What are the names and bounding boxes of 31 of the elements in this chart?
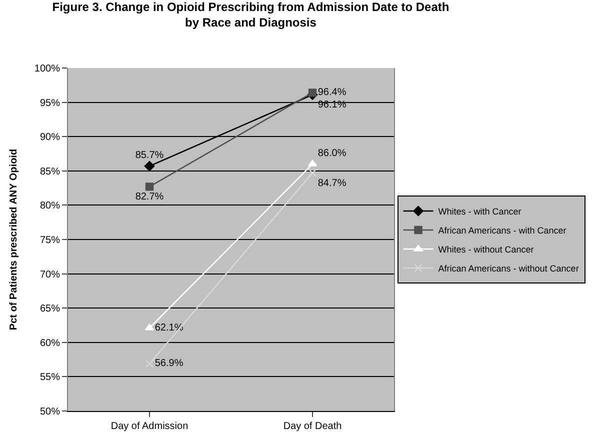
- point: [308, 88, 317, 97]
- point: [144, 160, 155, 172]
- y-tick-label: 100%: [34, 64, 60, 74]
- data-label: 56.9%: [154, 358, 184, 370]
- data-label: 62.1%: [154, 322, 184, 334]
- y-tick-label: 95%: [40, 98, 60, 109]
- y-tick-label: 55%: [40, 372, 60, 384]
- y-tick-label: 85%: [40, 166, 60, 178]
- x-tick-label: Day of Death: [283, 421, 342, 432]
- data-label: 85.7%: [135, 150, 164, 162]
- data-label: 96.4%: [318, 87, 346, 98]
- y-tick-label: 65%: [40, 304, 60, 315]
- y-tick-label: 70%: [40, 269, 60, 280]
- point: [308, 168, 317, 178]
- chart-title: Figure 3. Change in Opioid Prescribing from Admission Date to Death by Race and Diagnosis: [52, 0, 450, 30]
- legend-label: Whites - without Cancer: [438, 244, 534, 255]
- data-label: 84.7%: [318, 178, 346, 189]
- y-tick-label: 80%: [40, 200, 60, 212]
- y-tick-label: 60%: [40, 338, 60, 349]
- data-label: 82.7%: [135, 192, 164, 203]
- y-axis-title: Pct of Patients prescribed ANY Opioid: [8, 148, 20, 330]
- legend-label: African Americans - with Cancer: [438, 226, 566, 236]
- legend-label: Whites - with Cancer: [438, 206, 522, 217]
- x-tick-label: Day of Admission: [110, 421, 188, 432]
- legend-label: African Americans - without Cancer: [438, 264, 579, 274]
- point: [145, 182, 154, 191]
- y-tick-label: 75%: [40, 235, 60, 246]
- y-tick-label: 90%: [40, 132, 60, 144]
- y-tick-label: 50%: [40, 406, 60, 418]
- point: [145, 360, 154, 368]
- data-label: 86.0%: [318, 148, 346, 160]
